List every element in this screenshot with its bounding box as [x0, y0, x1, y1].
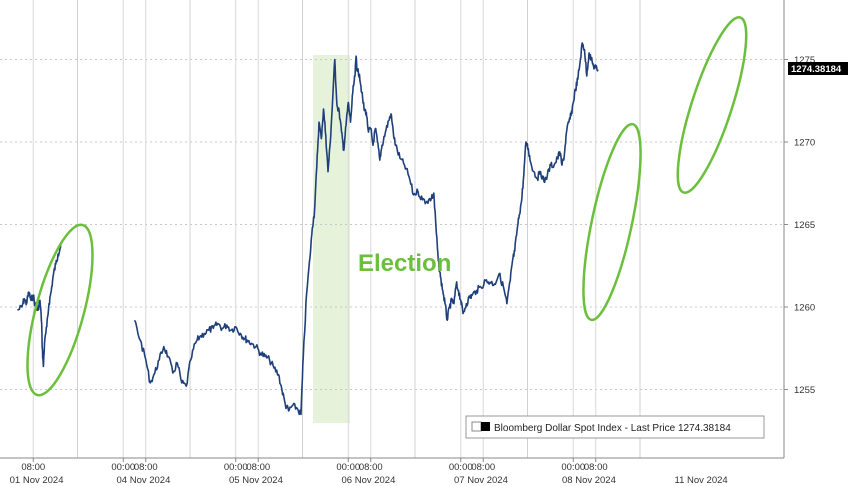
x-tick-label: 08:00: [246, 462, 270, 473]
x-tick-label: 00:00: [561, 462, 585, 473]
x-tick-label: 00:00: [449, 462, 473, 473]
highlight-ellipse-1: [26, 223, 94, 397]
legend-swatch-outer: [471, 421, 482, 432]
x-date-label: 07 Nov 2024: [454, 475, 508, 486]
highlight-ellipses: [26, 16, 748, 397]
series-layer: [17, 42, 599, 416]
highlight-ellipse-2: [582, 122, 642, 322]
x-tick-label: 08:00: [21, 462, 45, 473]
x-tick-label: 00:00: [336, 462, 360, 473]
series-line: [17, 42, 599, 416]
last-price-tag: 1274.38184: [788, 62, 848, 75]
grid: [0, 0, 785, 459]
x-tick-label: 00:00: [111, 462, 135, 473]
y-tick-label: 1265: [794, 220, 815, 231]
x-date-label: 08 Nov 2024: [562, 475, 616, 486]
x-date-label: 06 Nov 2024: [342, 475, 396, 486]
y-tick-label: 1270: [794, 138, 815, 149]
x-date-label: 11 Nov 2024: [675, 475, 728, 486]
x-date-label: 01 Nov 2024: [10, 475, 64, 486]
highlight-ellipse-3: [676, 16, 748, 194]
y-axis: 1255 1260 1265 1270 1275: [784, 55, 815, 396]
legend-swatch: [481, 422, 490, 431]
last-price-tag-bg: [788, 62, 848, 75]
y-tick-label: 1260: [794, 303, 815, 314]
x-tick-label: 08:00: [471, 462, 495, 473]
x-tick-label: 08:00: [584, 462, 608, 473]
x-date-label: 04 Nov 2024: [117, 475, 171, 486]
x-date-label: 05 Nov 2024: [229, 475, 283, 486]
x-tick-label: 00:00: [224, 462, 248, 473]
legend-text: Bloomberg Dollar Spot Index - Last Price…: [494, 423, 731, 434]
election-annotation: Election: [358, 250, 451, 277]
x-tick-label: 08:00: [359, 462, 383, 473]
x-tick-label: 08:00: [134, 462, 158, 473]
y-tick-label: 1255: [794, 385, 815, 396]
y-tick-label: 1275: [794, 55, 815, 66]
last-price-label: 1274.38184: [791, 64, 842, 75]
legend-box: [465, 415, 765, 439]
legend[interactable]: Bloomberg Dollar Spot Index - Last Price…: [465, 415, 765, 439]
